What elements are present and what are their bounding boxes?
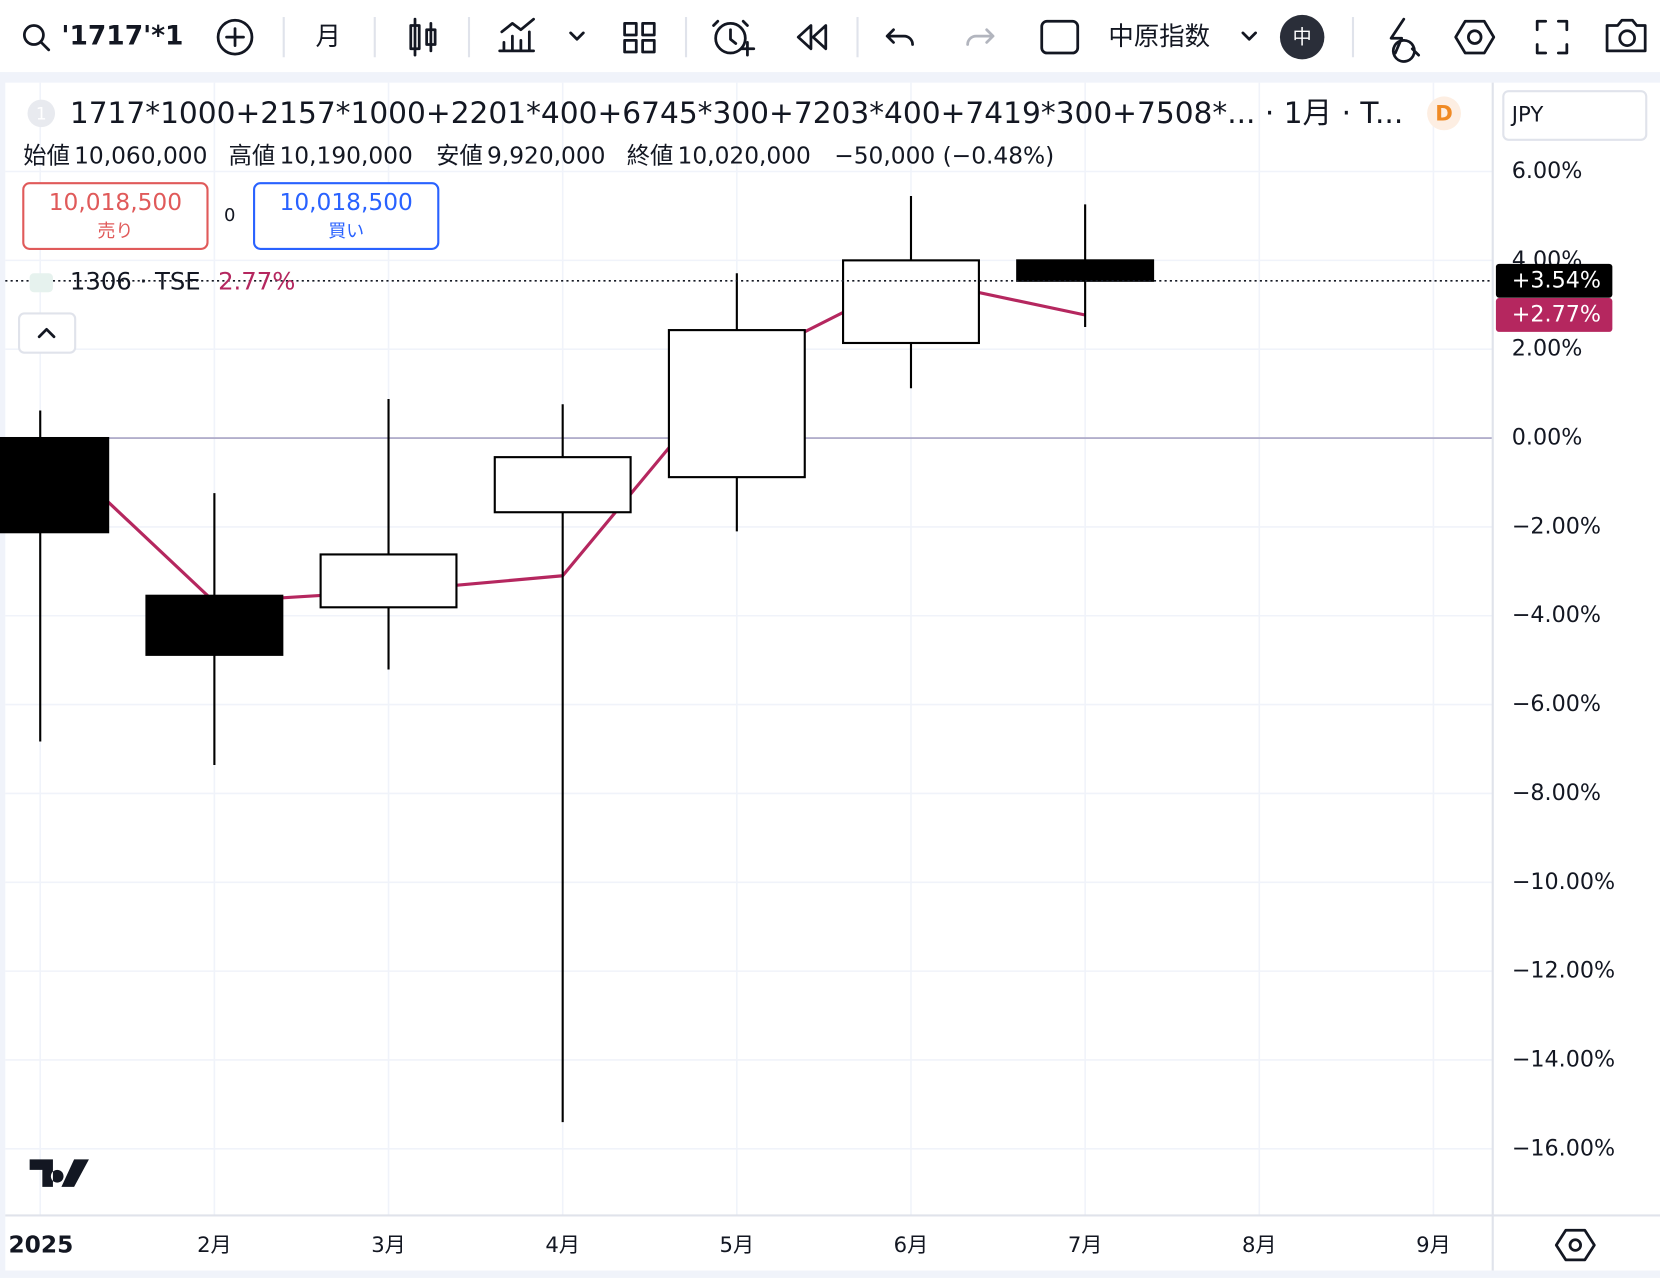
ohlc-label: 安値 — [436, 142, 483, 169]
ohlc: 始値 10,060,000 高値 10,190,000 安値 9,920,000… — [23, 142, 1054, 169]
y-tick-label: 2.00% — [1512, 336, 1583, 362]
symbol[interactable]: '1717'*1 — [61, 21, 183, 52]
axis-settings — [1568, 1238, 1582, 1252]
layout-icon[interactable] — [623, 22, 656, 54]
y-tick-label: −10.00% — [1512, 869, 1615, 895]
last-price-tag — [1495, 263, 1613, 298]
x-tick-label: 9月 — [1416, 1232, 1451, 1257]
y-tick-label: −2.00% — [1512, 513, 1601, 539]
y-tick-label: −4.00% — [1512, 602, 1601, 628]
separators — [282, 17, 1355, 58]
compare-tag-label: +2.77% — [1512, 301, 1601, 327]
spread: 0 — [224, 205, 235, 226]
buy-button[interactable] — [253, 182, 440, 250]
bottom-border — [0, 1270, 1660, 1278]
search-icon[interactable] — [22, 24, 45, 46]
x-tick-label: 6月 — [894, 1232, 929, 1257]
axis-settings[interactable] — [1554, 1228, 1596, 1262]
interval[interactable]: 月 — [315, 21, 340, 51]
y-tick-label: −12.00% — [1512, 958, 1615, 984]
y-tick-label: −16.00% — [1512, 1135, 1615, 1161]
add-icon — [225, 27, 245, 47]
ohlc-value: 10,020,000 — [678, 142, 811, 169]
candle-icon[interactable] — [409, 17, 437, 57]
x-tick-label: 2025 — [8, 1232, 73, 1259]
source-badge — [1427, 96, 1461, 131]
chevron[interactable] — [1241, 31, 1257, 41]
collapse-icon — [37, 327, 56, 339]
settings-icon — [1467, 29, 1483, 45]
candle-body — [1016, 259, 1155, 282]
y-tick-label: 6.00% — [1512, 158, 1583, 184]
compare-tag — [1495, 298, 1613, 332]
x-tick-label: 8月 — [1242, 1232, 1277, 1257]
candle-body — [667, 329, 806, 479]
checkbox[interactable] — [1040, 19, 1080, 55]
badge-text: 中 — [1293, 27, 1312, 49]
currency: JPY — [1510, 101, 1544, 126]
alert-icon[interactable] — [714, 22, 747, 55]
y-tick-label: −8.00% — [1512, 780, 1601, 806]
sell-label: 売り — [97, 221, 133, 242]
search-icon — [39, 41, 51, 52]
x-tick-label: 5月 — [720, 1232, 755, 1257]
logo — [29, 1159, 89, 1187]
buy-price: 10,018,500 — [280, 189, 413, 216]
candle-body — [493, 456, 632, 514]
sell-button[interactable] — [22, 182, 209, 250]
ohlc-change: −50,000 (−0.48%) — [834, 142, 1054, 169]
source: D — [1435, 100, 1453, 125]
sell-price: 10,018,500 — [49, 189, 182, 216]
add-icon[interactable] — [216, 18, 254, 56]
screenshot-icon — [1618, 29, 1636, 47]
screenshot-icon[interactable] — [1605, 18, 1647, 53]
replay-icon[interactable] — [796, 24, 828, 51]
compare-name[interactable]: 1306 · TSE — [70, 267, 201, 296]
ohlc-label: 終値 — [627, 142, 674, 169]
buy-label: 買い — [328, 221, 364, 242]
price-axis: 6.00%4.00%2.00%0.00%−2.00%−4.00%−6.00%−8… — [1495, 158, 1615, 1161]
toolbar: '1717'*1 月 中原指数 中 — [22, 14, 1647, 63]
candle-body — [145, 594, 284, 656]
badge[interactable] — [1279, 14, 1325, 60]
x-tick-label: 7月 — [1068, 1232, 1103, 1257]
candle-body — [319, 553, 458, 609]
pane-index-text: 1 — [36, 103, 47, 123]
x-tick-label: 2月 — [197, 1232, 232, 1257]
plot — [0, 82, 1493, 1216]
ohlc-value: 10,190,000 — [279, 142, 412, 169]
candle-body — [842, 259, 980, 345]
fullscreen-icon[interactable] — [1535, 19, 1569, 55]
quick-icon[interactable] — [1389, 17, 1420, 63]
y-tick-label: −14.00% — [1512, 1046, 1615, 1072]
x-tick-label: 4月 — [545, 1232, 580, 1257]
currency-box[interactable] — [1502, 90, 1648, 141]
pane-index — [27, 99, 56, 128]
chevron[interactable] — [569, 31, 585, 41]
compare-value: 2.77% — [218, 267, 295, 296]
ohlc-label: 始値 — [23, 142, 70, 169]
ohlc-value: 9,920,000 — [487, 142, 605, 169]
settings-icon[interactable] — [1454, 19, 1496, 55]
y-tick-label: 0.00% — [1512, 425, 1583, 451]
redo-icon[interactable] — [966, 28, 995, 46]
candle-body — [0, 436, 110, 534]
indicator-name[interactable]: 中原指数 — [1108, 21, 1210, 51]
compare-icon — [29, 273, 53, 293]
collapse-button[interactable] — [17, 312, 77, 354]
indicator-icon[interactable] — [498, 17, 535, 53]
legend-title[interactable]: 1717*1000+2157*1000+2201*400+6745*300+72… — [70, 95, 1403, 130]
alert-icon — [712, 19, 756, 57]
x-tick-label: 3月 — [371, 1232, 406, 1257]
ohlc-value: 10,060,000 — [74, 142, 207, 169]
side-border — [0, 72, 6, 1278]
y-tick-label: −6.00% — [1512, 691, 1601, 717]
toolbar-border — [0, 72, 1660, 83]
ohlc-label: 高値 — [229, 142, 276, 169]
last-price-label: +3.54% — [1512, 267, 1601, 293]
undo-icon[interactable] — [885, 28, 914, 46]
